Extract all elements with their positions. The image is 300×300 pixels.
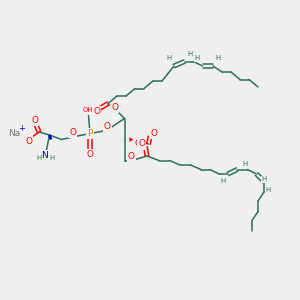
Text: O: O <box>138 140 145 148</box>
Text: H: H <box>242 161 247 167</box>
Text: O: O <box>25 136 32 146</box>
Text: H: H <box>261 176 267 182</box>
Text: H: H <box>166 56 171 62</box>
Text: O: O <box>31 116 38 125</box>
Text: O: O <box>134 139 142 148</box>
Text: H: H <box>194 56 200 62</box>
Text: O: O <box>128 152 135 161</box>
Text: N: N <box>42 152 48 160</box>
Text: O: O <box>69 128 76 137</box>
Text: O: O <box>111 103 118 112</box>
Text: H: H <box>49 154 55 160</box>
Text: O: O <box>150 129 157 138</box>
Text: O: O <box>86 150 94 159</box>
Text: H: H <box>187 51 193 57</box>
Text: Na: Na <box>8 129 20 138</box>
Text: OH: OH <box>82 107 93 113</box>
Text: O: O <box>93 107 100 116</box>
Text: H: H <box>36 154 42 160</box>
Text: P: P <box>87 129 93 138</box>
Text: O: O <box>104 122 111 131</box>
Text: H: H <box>220 178 225 184</box>
Text: H: H <box>216 56 221 62</box>
Text: +: + <box>18 124 25 133</box>
Text: H: H <box>266 188 271 194</box>
